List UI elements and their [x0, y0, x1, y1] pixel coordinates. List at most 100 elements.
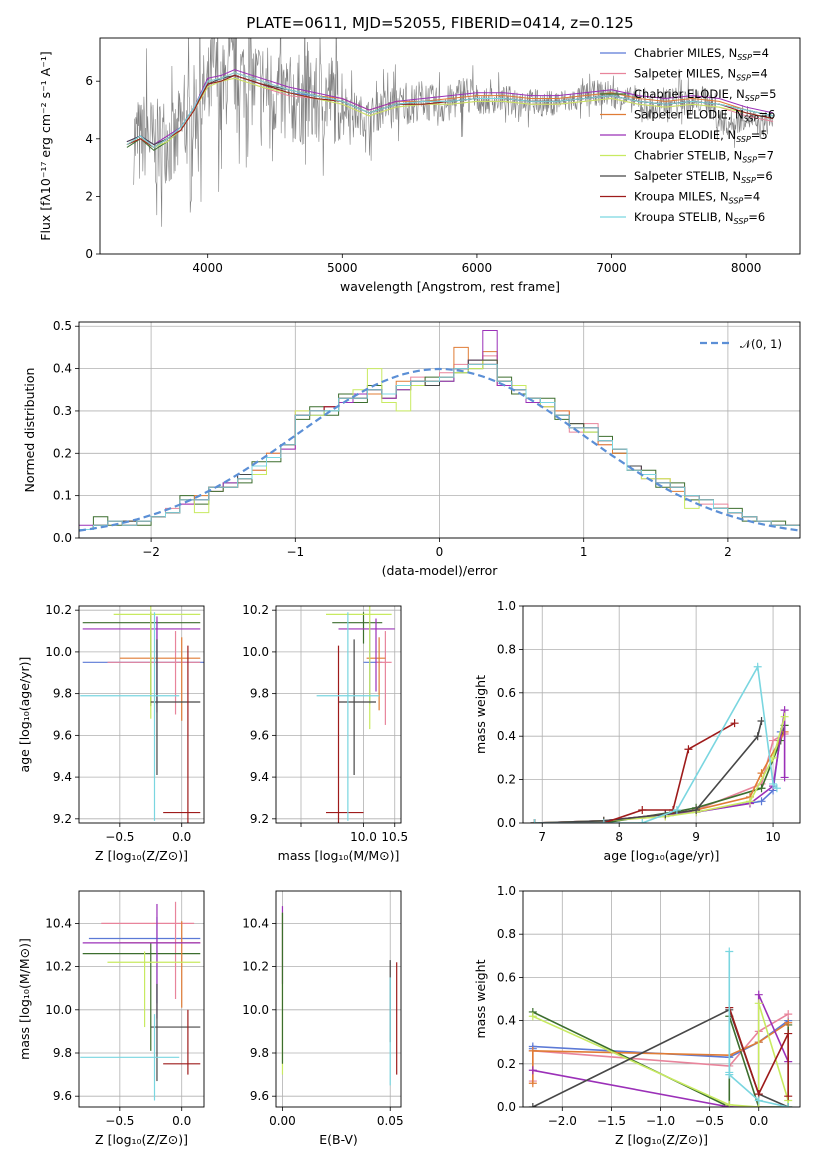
axes-massweight-vs-z: −2.0 −1.5 −1.0 −0.5 0.0 0.0 0.2 0.4 0.6 0.8 1.0 Z [… — [473, 884, 801, 1147]
y-tick-label: 0.3 — [53, 404, 72, 418]
y-tick-label: 0.4 — [497, 729, 516, 743]
x-tick-label: −2 — [142, 545, 160, 559]
y-tick-label: 9.8 — [53, 1046, 72, 1060]
weight-marker — [528, 1066, 537, 1075]
x-tick-label: 7000 — [596, 261, 627, 275]
legend-label-sub: SSP — [744, 115, 759, 124]
y-tick-label: 0 — [85, 247, 93, 261]
weight-marker — [754, 990, 763, 999]
y-tick-label: 9.8 — [250, 1046, 269, 1060]
y-tick-label: 0.5 — [53, 319, 72, 333]
x-tick-label: 0 — [436, 545, 444, 559]
plot-area — [126, 38, 774, 227]
x-tick-label: 10 — [765, 830, 780, 844]
legend-label: 𝒩(0, 1) — [740, 337, 782, 351]
x-axis-label: E(B-V) — [319, 1132, 358, 1147]
weight-line — [534, 710, 786, 823]
x-tick-label: −0.5 — [105, 1114, 134, 1128]
legend-label: Chabrier MILES, NSSP=4 — [634, 46, 769, 62]
x-tick-label: 0.0 — [749, 1114, 768, 1128]
legend-label-tail: =4 — [751, 67, 768, 81]
axes-age-vs-mass: 10.0 10.5 9.2 9.4 9.6 9.8 10.0 10.2 mass [log₁₀(… — [242, 603, 408, 863]
x-tick-label: −1 — [286, 545, 304, 559]
y-tick-label: 9.2 — [250, 812, 269, 826]
y-tick-label: 0.4 — [53, 362, 72, 376]
y-tick-label: 10.0 — [242, 1003, 269, 1017]
weight-marker — [528, 1103, 537, 1107]
legend-label-tail: =7 — [757, 149, 774, 163]
y-tick-label: 0.1 — [53, 489, 72, 503]
weight-marker — [528, 1079, 537, 1088]
legend-label-main: Salpeter STELIB, N — [634, 169, 741, 183]
legend-label-tail: =4 — [743, 190, 760, 204]
legend-label: Chabrier ELODIE, NSSP=5 — [634, 87, 776, 103]
y-tick-label: 0.8 — [497, 927, 516, 941]
axes-massweight-vs-age: 7 8 9 10 0.0 0.2 0.4 0.6 0.8 1.0 age [log₁₀(age/yr… — [473, 599, 801, 863]
weight-marker — [530, 819, 539, 823]
weight-marker — [757, 784, 766, 793]
weight-line — [534, 720, 763, 823]
weight-marker — [638, 805, 647, 814]
weight-line — [728, 1007, 790, 1097]
legend-label-sub: SSP — [734, 217, 749, 226]
y-tick-label: 10.0 — [45, 645, 72, 659]
weight-marker — [769, 736, 778, 745]
plot-area — [80, 606, 204, 823]
weight-marker — [784, 1010, 793, 1019]
x-tick-label: 0.05 — [377, 1114, 404, 1128]
weight-marker — [528, 1012, 537, 1021]
legend-label-tail: =6 — [748, 210, 765, 224]
legend-label: Salpeter MILES, NSSP=4 — [634, 67, 768, 83]
legend-label-main: Salpeter MILES, N — [634, 67, 736, 81]
x-tick-label: −2.0 — [548, 1114, 577, 1128]
legend-label-main: Chabrier ELODIE, N — [634, 87, 745, 101]
x-tick-label: 0.0 — [172, 1114, 191, 1128]
y-tick-label: 1.0 — [497, 599, 516, 613]
x-tick-label: 1 — [580, 545, 588, 559]
weight-marker — [725, 1070, 734, 1079]
y-tick-label: 10.2 — [45, 960, 72, 974]
y-axis-label: Flux [fλ10⁻¹⁷ erg cm⁻² s⁻¹ A⁻¹] — [38, 51, 53, 240]
y-tick-label: 10.4 — [45, 916, 72, 930]
axes-frame — [275, 890, 402, 1108]
plot-area — [316, 606, 395, 823]
legend-label-sub: SSP — [742, 156, 757, 165]
weight-line — [534, 716, 786, 823]
legend-label-sub: SSP — [741, 176, 756, 185]
x-tick-label: −0.5 — [695, 1114, 724, 1128]
x-tick-label: 0.0 — [172, 830, 191, 844]
legend-label-main: Kroupa STELIB, N — [634, 210, 734, 224]
weight-marker — [753, 732, 762, 741]
x-tick-label: −1.0 — [646, 1114, 675, 1128]
plot-area — [528, 947, 793, 1107]
model-line — [126, 72, 774, 149]
x-tick-label: −0.5 — [105, 830, 134, 844]
axes-frame — [275, 605, 402, 824]
x-tick-label: −1.5 — [597, 1114, 626, 1128]
legend-label-sub: SSP — [745, 94, 760, 103]
x-tick-label: 2 — [724, 545, 732, 559]
x-axis-label: (data-model)/error — [382, 563, 499, 578]
x-axis-label: Z [log₁₀(Z/Z⊙)] — [95, 1132, 188, 1147]
legend-label: Salpeter ELODIE, NSSP=6 — [634, 108, 775, 124]
histogram-step — [79, 363, 800, 530]
axes-spectrum: 4000 5000 6000 7000 8000 0 2 4 6 wavelength [Angs… — [38, 37, 801, 294]
weight-marker — [672, 805, 681, 814]
axes-mass-vs-ebv: 0.00 0.05 9.6 9.8 10.0 10.2 10.4 E(B-V) — [242, 890, 404, 1147]
y-tick-label: 0.2 — [497, 773, 516, 787]
y-axis-label: mass [log₁₀(M/M⊙)] — [17, 938, 32, 1060]
axes-residual-histogram: −2 −1 0 1 2 0.0 0.1 0.2 0.3 0.4 0.5 (data-model)/er… — [22, 319, 801, 578]
data-spectrum — [133, 38, 774, 227]
weight-marker — [725, 947, 734, 956]
weight-marker — [784, 1103, 793, 1107]
weight-marker — [784, 1018, 793, 1027]
y-tick-label: 10.0 — [45, 1003, 72, 1017]
legend-label: Kroupa ELODIE, NSSP=5 — [634, 128, 768, 144]
x-tick-label: 10.0 — [350, 830, 377, 844]
axes-frame — [522, 890, 801, 1108]
legend-label-main: Chabrier STELIB, N — [634, 149, 742, 163]
plot-area — [80, 901, 201, 1101]
legend-label-main: Salpeter ELODIE, N — [634, 108, 744, 122]
weight-marker — [754, 1096, 763, 1105]
